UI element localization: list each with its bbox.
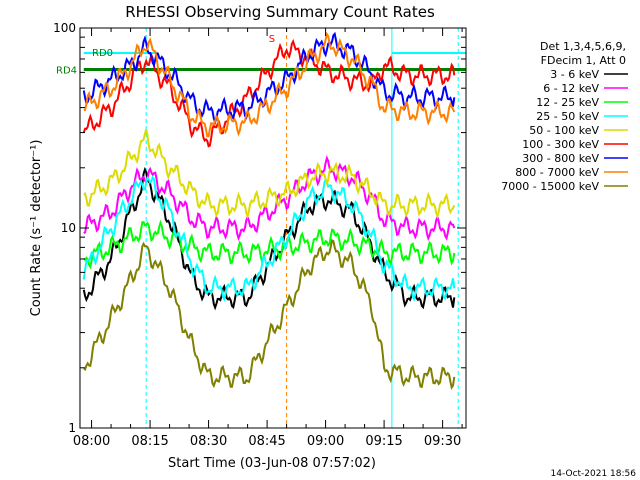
legend-entry: 100 - 300 keV — [522, 138, 599, 151]
x-axis-label: Start Time (03-Jun-08 07:57:02) — [168, 456, 376, 471]
chart-title: RHESSI Observing Summary Count Rates — [125, 3, 435, 21]
legend-entry: 300 - 800 keV — [522, 152, 599, 165]
x-tick-label: 08:45 — [248, 434, 285, 449]
legend-entry: 3 - 6 keV — [550, 68, 599, 81]
annotation-label: S — [269, 34, 275, 45]
series-line — [82, 38, 456, 148]
x-tick-label: 08:30 — [190, 434, 227, 449]
x-axis-ticks: 08:00 08:15 08:30 08:45 09:00 09:15 09:30 — [73, 28, 463, 449]
footer-timestamp: 14-Oct-2021 18:56 — [551, 469, 637, 479]
x-tick-label: 09:00 — [307, 434, 344, 449]
legend-entry: 50 - 100 keV — [529, 124, 599, 137]
legend-entry: 12 - 25 keV — [536, 96, 599, 109]
x-tick-label: 08:00 — [73, 434, 110, 449]
series-line — [83, 219, 456, 270]
x-tick-label: 09:15 — [365, 434, 402, 449]
y-tick-label: 10 — [61, 221, 76, 235]
legend-header: FDecim 1, Att 0 — [541, 54, 626, 67]
x-tick-label: 08:15 — [131, 434, 168, 449]
legend-entry: 25 - 50 keV — [536, 110, 599, 123]
legend: Det 1,3,4,5,6,9,FDecim 1, Att 03 - 6 keV… — [501, 40, 628, 193]
series-line — [82, 31, 456, 126]
series-line — [83, 129, 456, 220]
y-axis-ticks: 1 10 100 — [53, 21, 466, 435]
legend-header: Det 1,3,4,5,6,9, — [540, 40, 626, 53]
series-line — [83, 238, 456, 390]
series-line — [83, 31, 456, 138]
annotation-label: RD4 — [56, 66, 77, 77]
series-line — [82, 175, 456, 302]
legend-entry: 7000 - 15000 keV — [501, 180, 599, 193]
legend-entry: 800 - 7000 keV — [515, 166, 599, 179]
series-lines — [82, 31, 456, 390]
y-axis-label: Count Rate (s⁻¹ detector⁻¹) — [29, 140, 44, 317]
annotations: RD0 RD4 S — [56, 34, 275, 77]
x-tick-label: 09:30 — [424, 434, 461, 449]
y-tick-label: 100 — [53, 21, 76, 35]
y-tick-label: 1 — [68, 421, 76, 435]
annotation-label: RD0 — [92, 48, 113, 59]
legend-entry: 6 - 12 keV — [543, 82, 599, 95]
